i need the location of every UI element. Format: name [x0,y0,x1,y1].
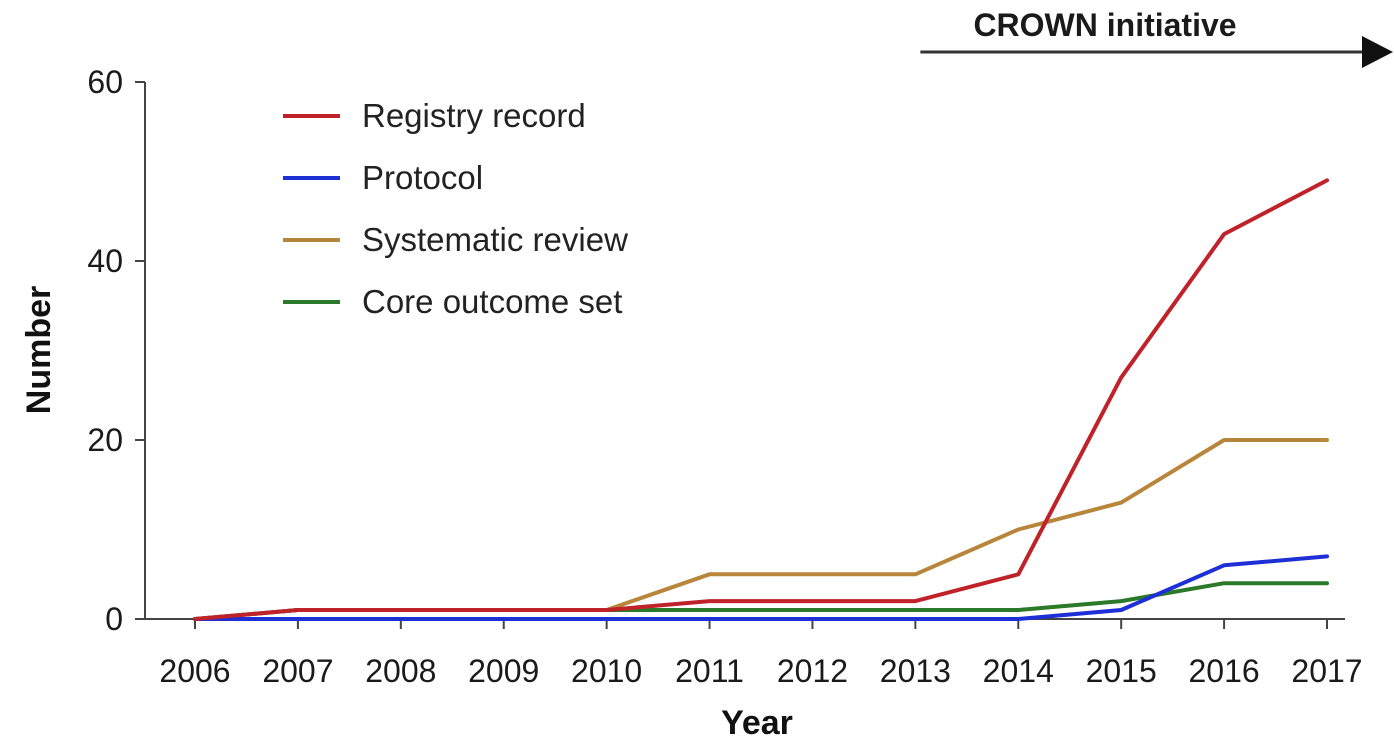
x-axis-title: Year [721,704,793,741]
y-tick-label: 0 [105,601,123,637]
legend: Registry record Protocol Systematic review… [283,97,628,320]
y-tick-label: 60 [87,64,123,100]
crown-annotation: CROWN initiative [920,7,1393,68]
x-tick-label: 2011 [675,653,744,689]
y-tick-label: 40 [87,243,123,279]
y-axis-title: Number [20,286,58,414]
x-tick-label: 2017 [1291,653,1362,689]
x-tick-label: 2016 [1188,653,1259,689]
y-tick-label: 20 [87,422,123,458]
series-line-registry-record [193,178,1329,621]
x-tick-label: 2007 [262,653,333,689]
x-tick-label: 2008 [365,653,436,689]
legend-label-protocol: Protocol [362,159,483,196]
x-tick-label: 2015 [1086,653,1157,689]
x-tick-label: 2014 [983,653,1054,689]
legend-label-systematic-review: Systematic review [362,221,628,258]
annotation-arrowhead [1362,36,1393,68]
series-line-protocol [193,554,1329,621]
series-lines [193,178,1329,621]
legend-label-registry-record: Registry record [362,97,586,134]
annotation-label: CROWN initiative [973,7,1236,43]
x-tick-label: 2012 [777,653,848,689]
x-tick-label: 2010 [571,653,642,689]
legend-label-core-outcome-set: Core outcome set [362,283,622,320]
x-tick-label: 2006 [159,653,230,689]
x-tick-label: 2013 [880,653,951,689]
axes: 0 20 40 60 2006 2007 2008 2009 2010 2011 2012 2013 2… [87,64,1362,689]
series-line-systematic-review [193,438,1329,621]
x-tick-label: 2009 [468,653,539,689]
